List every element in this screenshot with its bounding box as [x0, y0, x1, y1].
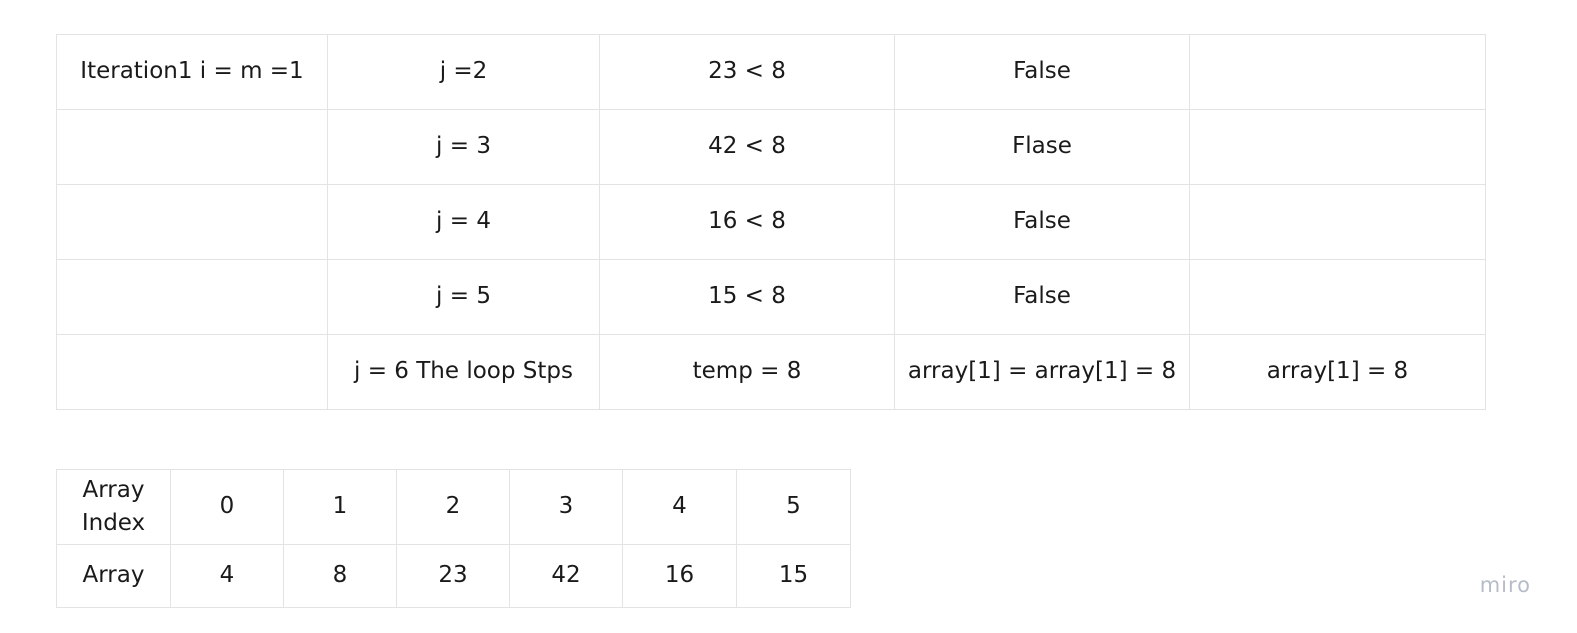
- array-index-cell: 3: [509, 469, 623, 545]
- trace-cell: [56, 109, 328, 185]
- array-index-header: Array Index: [56, 469, 171, 545]
- trace-cell: 42 < 8: [599, 109, 895, 185]
- trace-cell: temp = 8: [599, 334, 895, 410]
- array-value-cell: 16: [622, 544, 737, 608]
- array-index-cell: 5: [736, 469, 851, 545]
- trace-cell: False: [894, 34, 1190, 110]
- array-index-cell: 1: [283, 469, 397, 545]
- trace-cell: [56, 184, 328, 260]
- trace-cell: [56, 334, 328, 410]
- trace-cell: False: [894, 259, 1190, 335]
- miro-logo: miro: [1479, 573, 1531, 597]
- trace-cell: 23 < 8: [599, 34, 895, 110]
- trace-cell: j = 4: [327, 184, 600, 260]
- trace-cell: False: [894, 184, 1190, 260]
- trace-row: j = 4 16 < 8 False: [56, 184, 1486, 260]
- array-value-cell: 42: [509, 544, 623, 608]
- trace-cell: j = 5: [327, 259, 600, 335]
- trace-cell: [1189, 259, 1486, 335]
- trace-cell: 15 < 8: [599, 259, 895, 335]
- trace-cell: array[1] = 8: [1189, 334, 1486, 410]
- trace-cell: [1189, 184, 1486, 260]
- array-value-cell: 8: [283, 544, 397, 608]
- trace-row: Iteration1 i = m =1 j =2 23 < 8 False: [56, 34, 1486, 110]
- trace-cell: [1189, 109, 1486, 185]
- array-value-header: Array: [56, 544, 171, 608]
- trace-cell: [56, 259, 328, 335]
- array-index-cell: 0: [170, 469, 284, 545]
- array-value-cell: 4: [170, 544, 284, 608]
- array-value-cell: 15: [736, 544, 851, 608]
- trace-row: j = 6 The loop Stps temp = 8 array[1] = ar…: [56, 334, 1486, 410]
- trace-cell: 16 < 8: [599, 184, 895, 260]
- trace-cell: j =2: [327, 34, 600, 110]
- array-table: Array Index 0 1 2 3 4 5 Array 4 8 23 42 …: [56, 469, 851, 608]
- trace-row: j = 5 15 < 8 False: [56, 259, 1486, 335]
- array-value-cell: 23: [396, 544, 510, 608]
- trace-cell: j = 6 The loop Stps: [327, 334, 600, 410]
- array-value-row: Array 4 8 23 42 16 15: [56, 544, 851, 608]
- array-index-cell: 4: [622, 469, 737, 545]
- array-index-cell: 2: [396, 469, 510, 545]
- trace-cell: array[1] = array[1] = 8: [894, 334, 1190, 410]
- trace-cell: Flase: [894, 109, 1190, 185]
- array-index-row: Array Index 0 1 2 3 4 5: [56, 469, 851, 545]
- trace-cell: Iteration1 i = m =1: [56, 34, 328, 110]
- trace-row: j = 3 42 < 8 Flase: [56, 109, 1486, 185]
- trace-cell: j = 3: [327, 109, 600, 185]
- trace-cell: [1189, 34, 1486, 110]
